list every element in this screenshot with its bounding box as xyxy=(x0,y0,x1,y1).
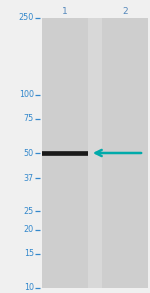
Bar xyxy=(102,18,148,288)
Text: 75: 75 xyxy=(24,115,34,123)
Text: 1: 1 xyxy=(62,6,68,16)
Text: 25: 25 xyxy=(24,207,34,216)
Text: 37: 37 xyxy=(24,174,34,183)
Text: 10: 10 xyxy=(24,284,34,292)
Bar xyxy=(42,18,88,288)
Bar xyxy=(42,154,88,156)
Bar xyxy=(42,151,88,156)
Text: 250: 250 xyxy=(19,13,34,23)
Text: 15: 15 xyxy=(24,249,34,258)
Bar xyxy=(42,18,148,288)
Text: 2: 2 xyxy=(122,6,128,16)
Text: 100: 100 xyxy=(19,90,34,99)
Text: 50: 50 xyxy=(24,149,34,158)
Text: 20: 20 xyxy=(24,225,34,234)
